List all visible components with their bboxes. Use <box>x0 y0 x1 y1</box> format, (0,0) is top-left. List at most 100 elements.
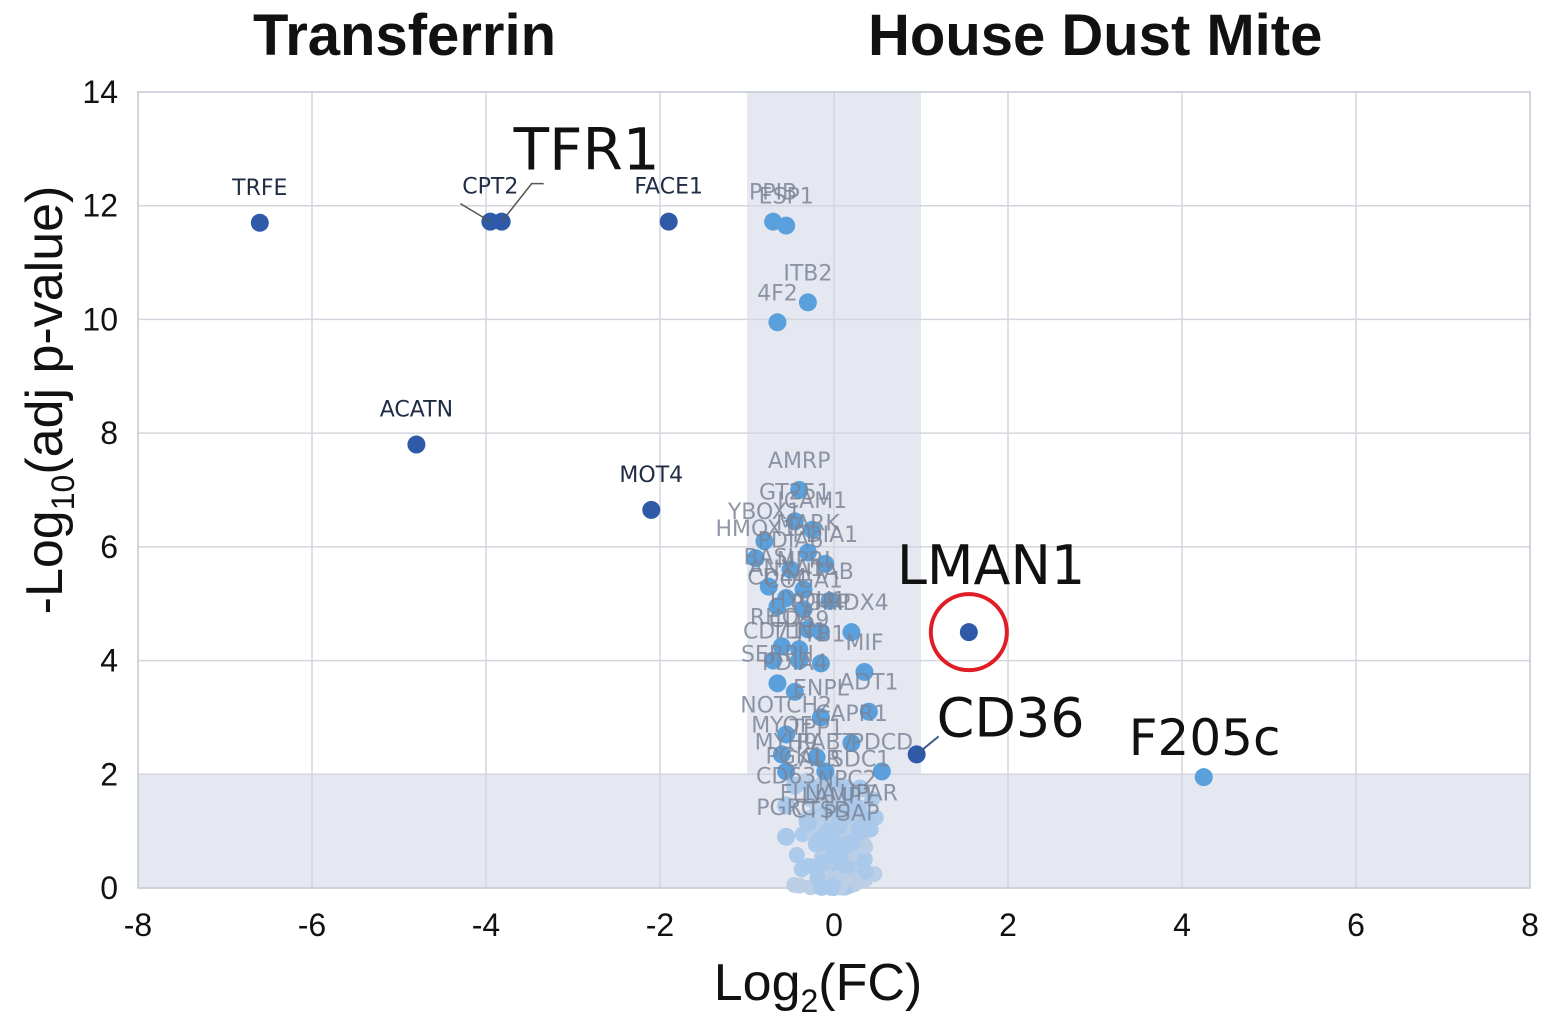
point-myof <box>772 745 791 764</box>
point-amrp <box>790 481 809 499</box>
x-tick-label: 4 <box>1173 907 1191 943</box>
label-cd63: CD63 <box>756 765 816 790</box>
label-mif: MIF <box>845 631 883 656</box>
label-face1: FACE1 <box>634 175 703 200</box>
point-esp1 <box>777 216 796 235</box>
point-serph <box>768 674 787 693</box>
point-icam1 <box>803 520 822 539</box>
point-cd63 <box>777 796 796 815</box>
point-notch2 <box>777 725 796 744</box>
point-gt251 <box>785 512 804 531</box>
y-tick-label: 2 <box>100 756 118 792</box>
label-basi: BASI <box>743 546 794 571</box>
label-mark: MARK <box>776 512 840 537</box>
label-npc2: NPC2 <box>818 767 877 792</box>
cloud-point <box>826 790 843 807</box>
panel-title-transferrin: Transferrin <box>253 3 556 68</box>
cloud-point <box>799 858 816 875</box>
point-lman1 <box>959 623 978 642</box>
x-tick-label: -8 <box>124 907 152 943</box>
point-ybox1 <box>755 532 774 551</box>
cloud-point <box>856 851 873 868</box>
x-tick-label: 0 <box>825 907 843 943</box>
point-npc2 <box>838 799 857 818</box>
y-axis-title: -Log10(adj p-value) <box>16 186 81 615</box>
point-lamp1 <box>829 816 848 835</box>
cloud-point <box>857 863 874 880</box>
axis-titles: Log2(FC) -Log10(adj p-value) <box>16 186 922 1018</box>
point-cd71 <box>764 651 783 670</box>
cloud-point <box>864 791 881 808</box>
y-tick-label: 6 <box>100 529 118 565</box>
label-itb2: ITB2 <box>783 261 832 286</box>
point-f205c <box>1194 768 1213 787</box>
label-myof: MYOF <box>751 713 812 738</box>
point-coga1 <box>794 600 813 619</box>
point-calr <box>803 779 822 798</box>
point-prdx4 <box>842 623 861 642</box>
point-adt1 <box>859 702 878 721</box>
label-cd44: CD44 <box>747 566 807 591</box>
y-tick-label: 8 <box>100 415 118 451</box>
y-tick-label: 14 <box>82 74 118 110</box>
label-coga1: COGA1 <box>764 568 843 593</box>
point-sdc1 <box>851 779 870 798</box>
point-trfe <box>250 213 269 232</box>
point-ctsd <box>811 830 830 849</box>
label-flna: FLNA <box>780 782 836 807</box>
label-trfe: TRFE <box>231 176 287 201</box>
cloud-point <box>851 799 868 816</box>
label-itb1: ITB1 <box>796 622 845 647</box>
highlight-circle <box>928 592 1009 673</box>
cloud-point <box>857 838 874 855</box>
point-rhoa <box>772 637 791 656</box>
label-hmox1: HMOX1 <box>715 517 796 542</box>
point-enpl <box>811 708 830 727</box>
label-ctsd: CTSD <box>791 799 851 824</box>
label-gt251: GT251 <box>759 480 831 505</box>
point-pdia6 <box>781 560 800 579</box>
x-axis-title: Log2(FC) <box>714 954 923 1018</box>
cpt2-leader <box>459 202 491 223</box>
point-pgrc <box>777 827 796 846</box>
label-acatn: ACATN <box>380 398 453 423</box>
point-myh9 <box>777 762 796 781</box>
y-tick-label: 12 <box>82 188 118 224</box>
label-psap: PSAP <box>823 802 879 827</box>
x-tick-label: 2 <box>999 907 1017 943</box>
label-upar: UPAR <box>840 782 898 807</box>
cloud-point <box>788 847 805 864</box>
label-amrp: AMRP <box>768 449 831 474</box>
point-tln1 <box>790 651 809 670</box>
label-lman1: LMAN1 <box>897 534 1085 597</box>
label-ybox1: YBOX1 <box>727 500 801 525</box>
point-4f2 <box>768 313 787 332</box>
cloud-point <box>824 848 841 865</box>
point-pgk1 <box>785 776 804 795</box>
label-f205c: F205c <box>1129 709 1281 767</box>
y-tick-label: 0 <box>100 870 118 906</box>
point-pgrp <box>811 623 830 642</box>
x-tick-label: 8 <box>1521 907 1539 943</box>
label-serph: SERPH <box>741 642 814 667</box>
point-itb2 <box>798 293 817 312</box>
label-icam1: ICAM1 <box>777 489 847 514</box>
label-tpp1: TPP1 <box>789 716 844 741</box>
point-psap <box>842 833 861 852</box>
label-pgrc: PGRC <box>756 796 816 821</box>
x-tick-label: -2 <box>646 907 674 943</box>
label-pdia1: PDIA1 <box>792 523 858 548</box>
point-pdia4 <box>785 682 804 701</box>
point-cd44 <box>768 597 787 616</box>
label-myh9: MYH9 <box>755 730 818 755</box>
label-cd36: CD36 <box>937 686 1085 749</box>
point-basi <box>759 577 778 596</box>
label-pdia6: PDIA6 <box>758 529 824 554</box>
cloud-point <box>822 879 839 896</box>
point-mpri <box>794 580 813 599</box>
point-capr1 <box>842 734 861 753</box>
label-itab: ITAB <box>805 560 853 585</box>
label-ppib: PPIB <box>749 181 797 206</box>
cloud-point <box>806 793 823 810</box>
